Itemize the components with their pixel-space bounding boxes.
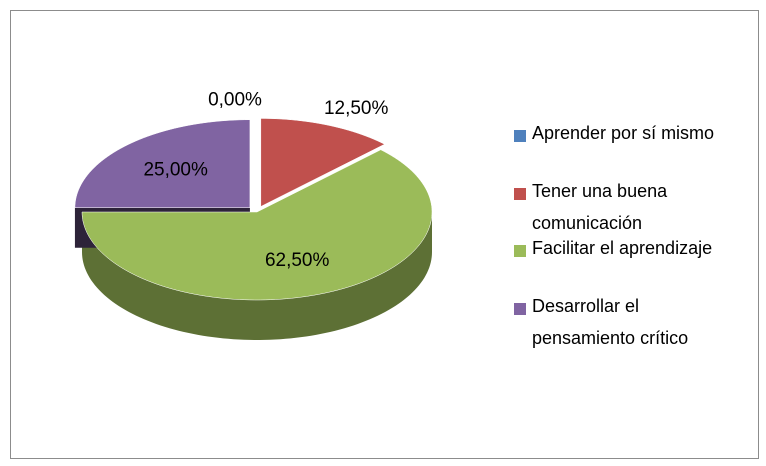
data-label: 12,50% (324, 98, 389, 119)
pie-slice-side (82, 212, 432, 340)
chart-border (10, 10, 759, 459)
data-label: 62,50% (265, 250, 330, 271)
legend-item: Facilitar el aprendizaje (514, 238, 722, 264)
legend-label: Tener una buena comunicación (532, 180, 668, 233)
legend-item: Aprender por sí mismo (514, 123, 722, 149)
pie (74, 118, 433, 340)
data-label: 25,00% (143, 159, 208, 180)
legend-label: Facilitar el aprendizaje (532, 238, 713, 258)
legend-item: Tener una buena comunicación (514, 181, 722, 239)
legend-swatch (514, 245, 526, 257)
legend-swatch (514, 302, 526, 315)
legend-label: Desarrollar el pensamiento crítico (532, 295, 689, 348)
legend-swatch (514, 187, 526, 200)
legend-swatch (514, 130, 526, 142)
data-label: 0,00% (208, 89, 262, 110)
pie-slice (260, 118, 386, 207)
pie-slice (81, 149, 433, 301)
legend-label: Aprender por sí mismo (532, 123, 715, 143)
pie-slice (74, 119, 251, 209)
legend-item: Desarrollar el pensamiento crítico (514, 296, 722, 354)
